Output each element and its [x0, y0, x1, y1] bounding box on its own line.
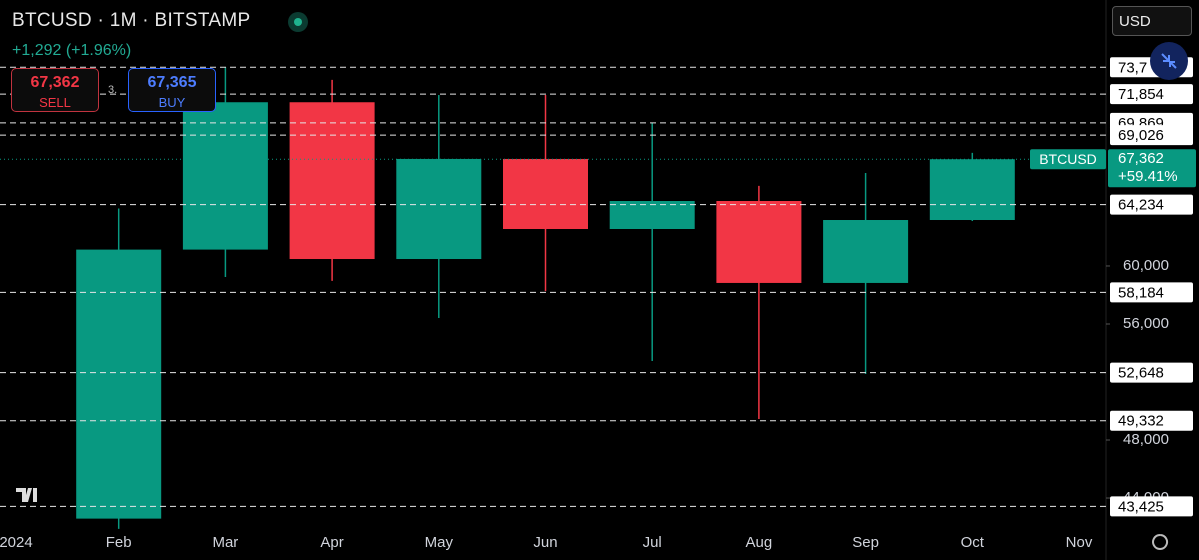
x-tick-label: Feb [106, 534, 132, 551]
collapse-icon [1161, 53, 1177, 69]
sell-label: SELL [39, 95, 71, 110]
candle-body [76, 249, 162, 519]
price-line-label: 43,425 [1118, 498, 1164, 515]
price-line-tag [1110, 125, 1193, 146]
price-line-tag [1110, 362, 1193, 383]
candle-body [503, 158, 588, 229]
candle-body [929, 159, 1015, 221]
settings-icon [1152, 534, 1169, 550]
sell-button[interactable]: 67,362 SELL [11, 68, 99, 112]
logo [16, 488, 37, 502]
price-line-label: 58,184 [1118, 284, 1164, 301]
x-tick-label: May [425, 534, 454, 551]
sell-price: 67,362 [30, 74, 80, 91]
market-status [288, 12, 308, 32]
y-tick-label: 60,000 [1123, 257, 1169, 274]
price-line-label: 64,234 [1118, 197, 1164, 214]
price-line-label: 52,648 [1118, 365, 1164, 382]
symbol-title[interactable]: BTCUSD · 1M · BITSTAMP [12, 10, 251, 31]
price-line-label: 69,026 [1118, 127, 1164, 144]
candle-body [823, 220, 909, 283]
buy-button[interactable]: 67,365 BUY [128, 68, 216, 112]
x-tick-label: 2024 [0, 534, 33, 551]
price-line-tag [1110, 194, 1193, 215]
x-tick-label: Aug [746, 534, 773, 551]
x-tick-label: Jun [533, 534, 557, 551]
x-tick-label: Jul [643, 534, 662, 551]
x-tick-label: Oct [961, 534, 985, 551]
last-price-label: 67,362 [1118, 150, 1164, 167]
x-tick-label: Nov [1066, 534, 1093, 551]
x-tick-label: Mar [212, 534, 238, 551]
candle-body [396, 158, 482, 260]
price-line-tag [1110, 282, 1193, 303]
candle-body [289, 102, 375, 260]
last-price-change: +59.41% [1118, 168, 1178, 185]
price-line-tag [1110, 410, 1193, 431]
y-tick-label: 56,000 [1123, 315, 1169, 332]
price-change: +1,292 (+1.96%) [12, 42, 132, 59]
price-line-label: 73,7 [1118, 59, 1147, 76]
symbol-tag-label: BTCUSD [1039, 151, 1097, 167]
candle-body [609, 201, 695, 229]
price-line-tag [1110, 84, 1193, 105]
symbol-tag [1030, 149, 1106, 170]
price-line-label: 49,332 [1118, 413, 1164, 430]
currency-select[interactable]: USD [1112, 6, 1192, 36]
y-tick-label: 48,000 [1123, 431, 1169, 448]
price-line-tag [1110, 496, 1193, 517]
x-tick-label: Sep [852, 534, 879, 551]
buy-label: BUY [158, 95, 186, 110]
x-tick-label: Apr [320, 534, 343, 551]
candle-body [182, 102, 268, 250]
collapse-button[interactable] [1150, 42, 1188, 80]
last-price-tag [1108, 149, 1196, 188]
buy-price: 67,365 [147, 74, 197, 91]
price-line-label: 71,854 [1118, 86, 1164, 103]
quantity[interactable]: 3. [108, 84, 118, 96]
candle-body [716, 201, 802, 283]
